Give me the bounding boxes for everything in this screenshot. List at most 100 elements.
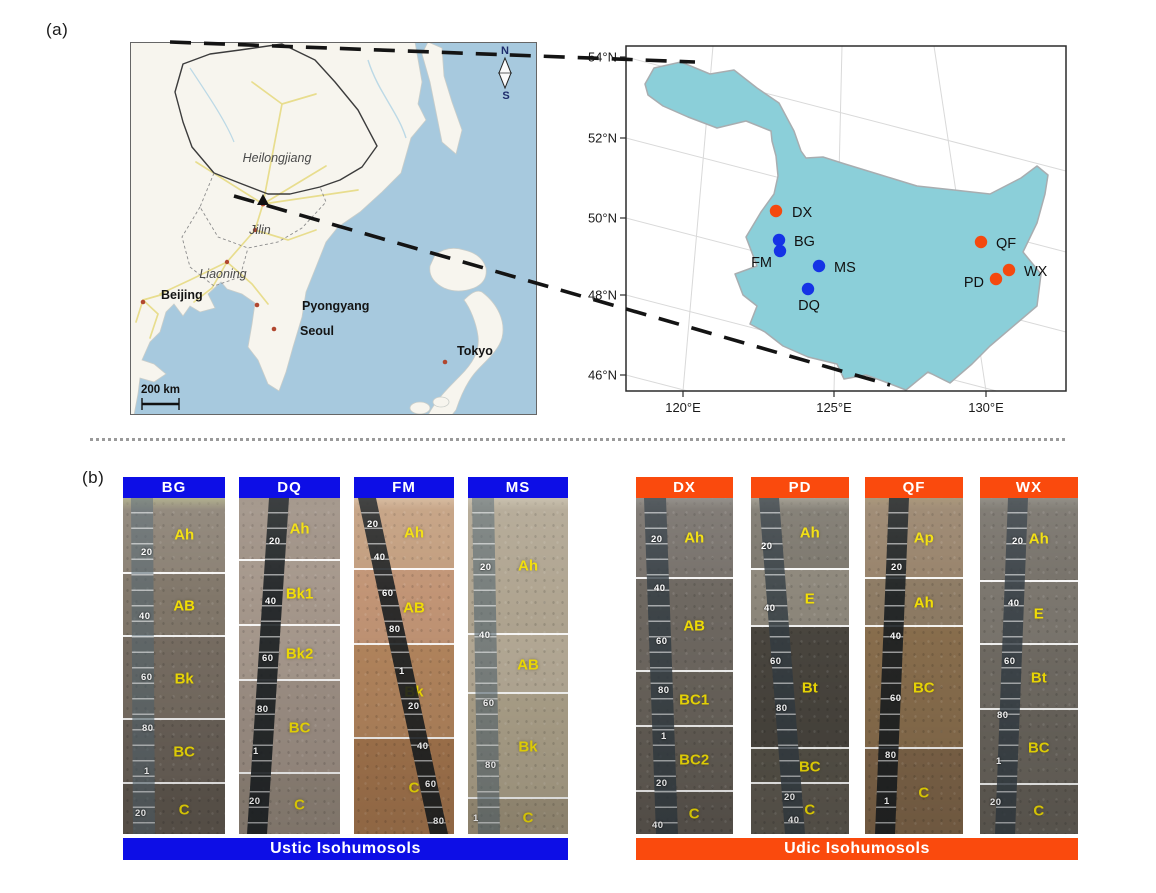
city-dot-seoul bbox=[271, 326, 277, 332]
horizon-label-DQ-C: C bbox=[294, 796, 306, 814]
tape-mark-20: 20 bbox=[249, 796, 261, 807]
horizon-label-BG-C: C bbox=[178, 801, 190, 819]
profile-code-label: WX bbox=[1015, 479, 1043, 496]
horizon-label-DX-C: C bbox=[688, 805, 700, 823]
horizon-section-DQ-Bk1: Bk1 bbox=[239, 559, 340, 626]
tape-mark-60: 60 bbox=[770, 656, 782, 667]
profile-header-PD: PD bbox=[751, 477, 849, 498]
site-dot-MS bbox=[812, 259, 826, 273]
horizon-label-PD-E: E bbox=[804, 590, 815, 607]
site-label-WX: WX bbox=[1024, 264, 1048, 280]
tape-mark-1: 1 bbox=[473, 813, 479, 824]
tape-mark-40: 40 bbox=[417, 741, 429, 752]
compass-rose bbox=[498, 56, 512, 90]
tape-mark-1: 1 bbox=[399, 666, 405, 677]
profile-code-label: DX bbox=[673, 479, 696, 496]
profile-header-DQ: DQ bbox=[239, 477, 340, 498]
tape-mark-1: 1 bbox=[253, 746, 259, 757]
tape-mark-20: 20 bbox=[141, 547, 153, 558]
heilongjiang-site-map: DX BG FM MS DQ QF WX PD 54°N 52°N 50°N 48°N 46°N 120… bbox=[588, 45, 1067, 415]
horizon-section-PD-Bt: Bt bbox=[751, 625, 849, 749]
horizon-section-WX-BC: BC bbox=[980, 708, 1078, 785]
site-label-QF: QF bbox=[996, 236, 1016, 252]
horizon-label-BG-Ah: Ah bbox=[174, 526, 195, 544]
tape-mark-60: 60 bbox=[483, 698, 495, 709]
horizon-label-QF-C: C bbox=[918, 784, 930, 801]
tape-mark-80: 80 bbox=[885, 750, 897, 761]
tape-mark-40: 40 bbox=[890, 631, 902, 642]
site-dot-WX bbox=[1002, 263, 1016, 277]
profile-code-label: FM bbox=[392, 479, 416, 496]
horizon-label-QF-Ah: Ah bbox=[913, 594, 934, 612]
horizon-label-BG-BC: BC bbox=[173, 743, 196, 761]
profile-header-BG: BG bbox=[123, 477, 225, 498]
profile-header-QF: QF bbox=[865, 477, 963, 498]
tape-mark-40: 40 bbox=[479, 630, 491, 641]
surface-litter-band bbox=[980, 498, 1078, 510]
site-dot-QF bbox=[974, 235, 988, 249]
profile-header-MS: MS bbox=[468, 477, 568, 498]
compass-north-label: N bbox=[501, 45, 509, 57]
horizon-label-DQ-Bk1: Bk1 bbox=[285, 585, 314, 602]
site-label-FM: FM bbox=[751, 255, 772, 271]
profile-photo-QF: Ap Ah BC C 20 40 60 80 1 bbox=[865, 498, 963, 834]
tape-mark-80: 80 bbox=[433, 816, 445, 827]
site-label-DX: DX bbox=[792, 205, 812, 221]
region-label-heilongjiang: Heilongjiang bbox=[243, 151, 312, 165]
tape-mark-40: 40 bbox=[654, 583, 666, 594]
river-line bbox=[189, 67, 235, 143]
horizon-label-PD-Ah: Ah bbox=[799, 524, 820, 542]
tape-mark-80: 80 bbox=[776, 703, 788, 714]
tape-mark-60: 60 bbox=[1004, 656, 1016, 667]
tape-mark-40: 40 bbox=[374, 552, 386, 563]
shikoku-island bbox=[432, 396, 450, 408]
horizon-label-WX-E: E bbox=[1033, 605, 1044, 622]
horizon-label-PD-Bt: Bt bbox=[801, 679, 818, 697]
site-label-PD: PD bbox=[964, 275, 984, 291]
region-label-liaoning: Liaoning bbox=[199, 267, 246, 281]
horizon-label-WX-BC: BC bbox=[1027, 739, 1050, 756]
tape-mark-20: 20 bbox=[891, 562, 903, 573]
profile-header-FM: FM bbox=[354, 477, 454, 498]
horizon-section-DQ-Bk2: Bk2 bbox=[239, 624, 340, 681]
tape-mark-20: 20 bbox=[656, 778, 668, 789]
tape-mark-60: 60 bbox=[141, 672, 153, 683]
tape-mark-40: 40 bbox=[788, 815, 800, 826]
tape-mark-80: 80 bbox=[389, 624, 401, 635]
profile-header-DX: DX bbox=[636, 477, 733, 498]
tape-mark-20: 20 bbox=[990, 797, 1002, 808]
lat-tick-label: 50°N bbox=[588, 211, 617, 226]
profile-photo-PD: Ah E Bt BC C 20 40 60 80 20 40 bbox=[751, 498, 849, 834]
profile-photo-DX: Ah AB BC1 BC2 C 20 40 60 80 1 20 40 bbox=[636, 498, 733, 834]
profile-code-label: BG bbox=[161, 479, 187, 496]
lat-tick-label: 46°N bbox=[588, 368, 617, 383]
tape-mark-60: 60 bbox=[425, 779, 437, 790]
tape-mark-20: 20 bbox=[135, 808, 147, 819]
tape-mark-20: 20 bbox=[480, 562, 492, 573]
soil-group-title: Udic Isohumosols bbox=[784, 840, 930, 857]
soil-group-bar-udic: Udic Isohumosols bbox=[636, 838, 1078, 860]
horizon-section-WX-Ah: Ah bbox=[980, 498, 1078, 580]
lon-tick-label: 125°E bbox=[816, 400, 852, 415]
kyushu-island bbox=[409, 401, 431, 415]
sakhalin-island bbox=[421, 42, 463, 155]
soil-group-bar-ustic: Ustic Isohumosols bbox=[123, 838, 568, 860]
tape-mark-20: 20 bbox=[367, 519, 379, 530]
site-dot-PD bbox=[989, 272, 1003, 286]
lon-tick-label: 130°E bbox=[968, 400, 1004, 415]
profile-photo-DQ: Ah Bk1 Bk2 BC C 20 40 60 80 1 20 bbox=[239, 498, 340, 834]
tape-mark-1: 1 bbox=[661, 731, 667, 742]
tape-mark-1: 1 bbox=[996, 756, 1002, 767]
horizon-label-DX-BC2: BC2 bbox=[679, 751, 710, 768]
horizon-label-FM-AB: AB bbox=[403, 599, 425, 616]
tape-mark-40: 40 bbox=[139, 611, 151, 622]
scale-bar bbox=[141, 398, 180, 410]
site-dot-FM bbox=[773, 244, 787, 258]
tape-mark-20: 20 bbox=[651, 534, 663, 545]
tape-mark-80: 80 bbox=[485, 760, 497, 771]
horizon-label-BG-Bk: Bk bbox=[174, 670, 194, 687]
profile-photo-MS: Ah AB Bk C 20 40 60 80 1 bbox=[468, 498, 568, 834]
tape-mark-20: 20 bbox=[761, 541, 773, 552]
site-dot-DQ bbox=[801, 282, 815, 296]
tape-mark-80: 80 bbox=[658, 685, 670, 696]
